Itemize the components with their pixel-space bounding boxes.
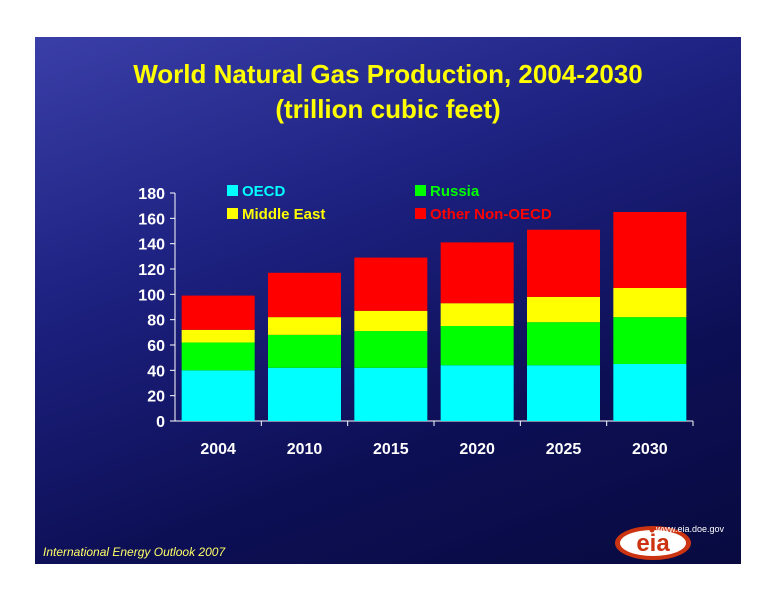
legend-label: OECD [242, 183, 286, 200]
logo-oval-inner [620, 530, 686, 556]
bar-other-non-oecd-2020 [440, 242, 514, 304]
x-tick-label: 2030 [632, 441, 668, 458]
bar-middle-east-2004 [181, 329, 255, 343]
bar-middle-east-2010 [268, 317, 341, 335]
chart-legend: OECD Russia Middle East Other Non-OECD [227, 183, 552, 223]
logo-url: www.eia.doe.gov [656, 524, 725, 534]
y-tick-label: 20 [147, 389, 165, 406]
source-footer: International Energy Outlook 2007 [43, 545, 226, 559]
chart-bars [181, 212, 687, 421]
bar-other-non-oecd-2030 [613, 212, 687, 288]
bar-russia-2025 [527, 322, 600, 366]
bar-other-non-oecd-2004 [181, 295, 255, 330]
slide-background: World Natural Gas Production, 2004-2030 … [35, 37, 741, 564]
y-tick-label: 60 [147, 338, 165, 355]
bar-oecd-2030 [613, 364, 687, 421]
bar-oecd-2020 [440, 365, 514, 421]
x-tick-label: 2020 [459, 441, 495, 458]
bar-oecd-2004 [181, 370, 255, 421]
x-tick-label: 2025 [546, 441, 582, 458]
chart: 0 20 40 60 80 100 120 140 160 180 2004 2010 2015 2020… [138, 183, 694, 560]
y-tick-label: 0 [156, 414, 165, 431]
legend-swatch [415, 185, 426, 196]
bar-other-non-oecd-2015 [354, 257, 428, 311]
bar-middle-east-2030 [613, 288, 687, 318]
y-tick-label: 160 [138, 211, 165, 228]
bar-russia-2004 [181, 342, 255, 371]
y-tick-label: 40 [147, 363, 165, 380]
chart-axes: 0 20 40 60 80 100 120 140 160 180 2004 2010 2015 2020… [138, 186, 694, 458]
bar-russia-2010 [268, 334, 341, 368]
bar-other-non-oecd-2010 [268, 272, 341, 318]
y-tick-label: 100 [138, 287, 165, 304]
bar-russia-2020 [440, 326, 514, 366]
x-tick-label: 2015 [373, 441, 409, 458]
chart-subtitle: (trillion cubic feet) [275, 94, 501, 124]
chart-title: World Natural Gas Production, 2004-2030 [133, 59, 643, 89]
legend-swatch [415, 208, 426, 219]
logo-text: eia [636, 530, 670, 557]
x-tick-label: 2010 [287, 441, 323, 458]
legend-label: Middle East [242, 206, 325, 223]
y-tick-label: 180 [138, 186, 165, 203]
bar-oecd-2015 [354, 367, 428, 421]
bar-oecd-2010 [268, 367, 341, 421]
bar-oecd-2025 [527, 365, 600, 421]
legend-swatch [227, 208, 238, 219]
logo-dot [649, 527, 655, 533]
y-tick-label: 120 [138, 262, 165, 279]
bar-middle-east-2015 [354, 310, 428, 332]
y-tick-label: 140 [138, 237, 165, 254]
legend-label: Russia [430, 183, 480, 200]
bar-other-non-oecd-2025 [527, 229, 600, 297]
bar-russia-2030 [613, 317, 687, 364]
eia-logo-icon: eia [615, 526, 691, 560]
bar-middle-east-2020 [440, 303, 514, 326]
legend-swatch [227, 185, 238, 196]
y-tick-label: 80 [147, 313, 165, 330]
x-tick-label: 2004 [200, 441, 236, 458]
legend-label: Other Non-OECD [430, 206, 552, 223]
bar-russia-2015 [354, 331, 428, 368]
bar-middle-east-2025 [527, 296, 600, 323]
